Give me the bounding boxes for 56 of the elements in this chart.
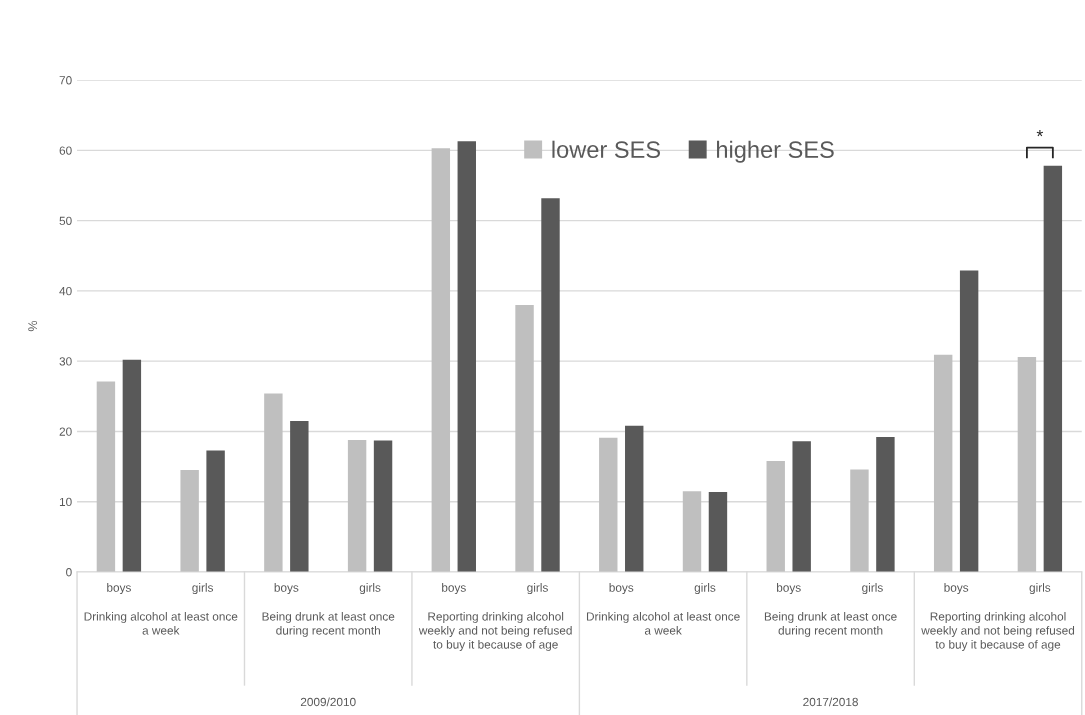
bar [347, 439, 367, 572]
y-tick-label: 70 [59, 76, 72, 85]
text: Being drunk at least once during recent month [764, 611, 897, 637]
x-tick-label: girls [1029, 583, 1051, 595]
y-tick-label: 60 [59, 146, 72, 155]
y-tick-label: 20 [59, 427, 72, 436]
y-axis-title: % [28, 320, 38, 332]
x-tick-label: boys [274, 583, 299, 595]
bar [599, 437, 618, 572]
x-tick-label: girls [192, 583, 214, 595]
x-tick-label: boys [777, 583, 801, 595]
bar [766, 460, 785, 572]
y-tick-label: 40 [59, 286, 72, 296]
legend-label: higher SES [717, 140, 834, 163]
text: 2009/2010 [300, 697, 356, 707]
text: 2017/2018 [803, 697, 858, 707]
bar [180, 470, 199, 572]
bar [122, 359, 142, 572]
bar [1017, 356, 1037, 572]
x-tick-label: girls [527, 583, 548, 595]
bar [682, 491, 702, 572]
bar [876, 437, 895, 572]
y-tick-label: 30 [59, 357, 72, 366]
bar [96, 381, 116, 572]
annotation: * [1036, 129, 1044, 137]
text: Drinking alcohol at least once a week [586, 611, 740, 635]
y-tick-label: 0 [66, 568, 72, 577]
bar [457, 141, 476, 572]
bar [541, 198, 560, 572]
bar [850, 469, 869, 572]
x-tick-label: girls [862, 583, 883, 595]
bar [959, 270, 979, 572]
bar [515, 304, 534, 572]
x-tick-label: boys [944, 583, 969, 595]
x-tick-label: girls [694, 583, 716, 595]
bar [792, 441, 811, 572]
text: Reporting drinking alcohol weekly and not being refused to buy it because of age [921, 611, 1075, 651]
x-tick-label: boys [107, 583, 131, 595]
x-tick-label: boys [609, 583, 634, 595]
text: Being drunk at least once during recent month [262, 611, 395, 637]
bar [290, 420, 309, 572]
bar [933, 354, 953, 572]
bar [431, 148, 451, 572]
y-tick-label: 10 [59, 497, 72, 507]
bar [625, 425, 644, 572]
text: Reporting drinking alcohol weekly and not being refused to buy it because of age [418, 611, 572, 651]
y-tick-label: 50 [59, 216, 72, 226]
bar [373, 440, 393, 572]
text: Drinking alcohol at least once a week [84, 611, 238, 635]
x-tick-label: boys [442, 583, 466, 595]
legend-label: lower SES [552, 140, 661, 159]
bar [708, 491, 728, 572]
bar [1043, 165, 1063, 572]
bar [206, 450, 225, 572]
bar [264, 393, 283, 572]
x-tick-label: girls [359, 583, 381, 595]
